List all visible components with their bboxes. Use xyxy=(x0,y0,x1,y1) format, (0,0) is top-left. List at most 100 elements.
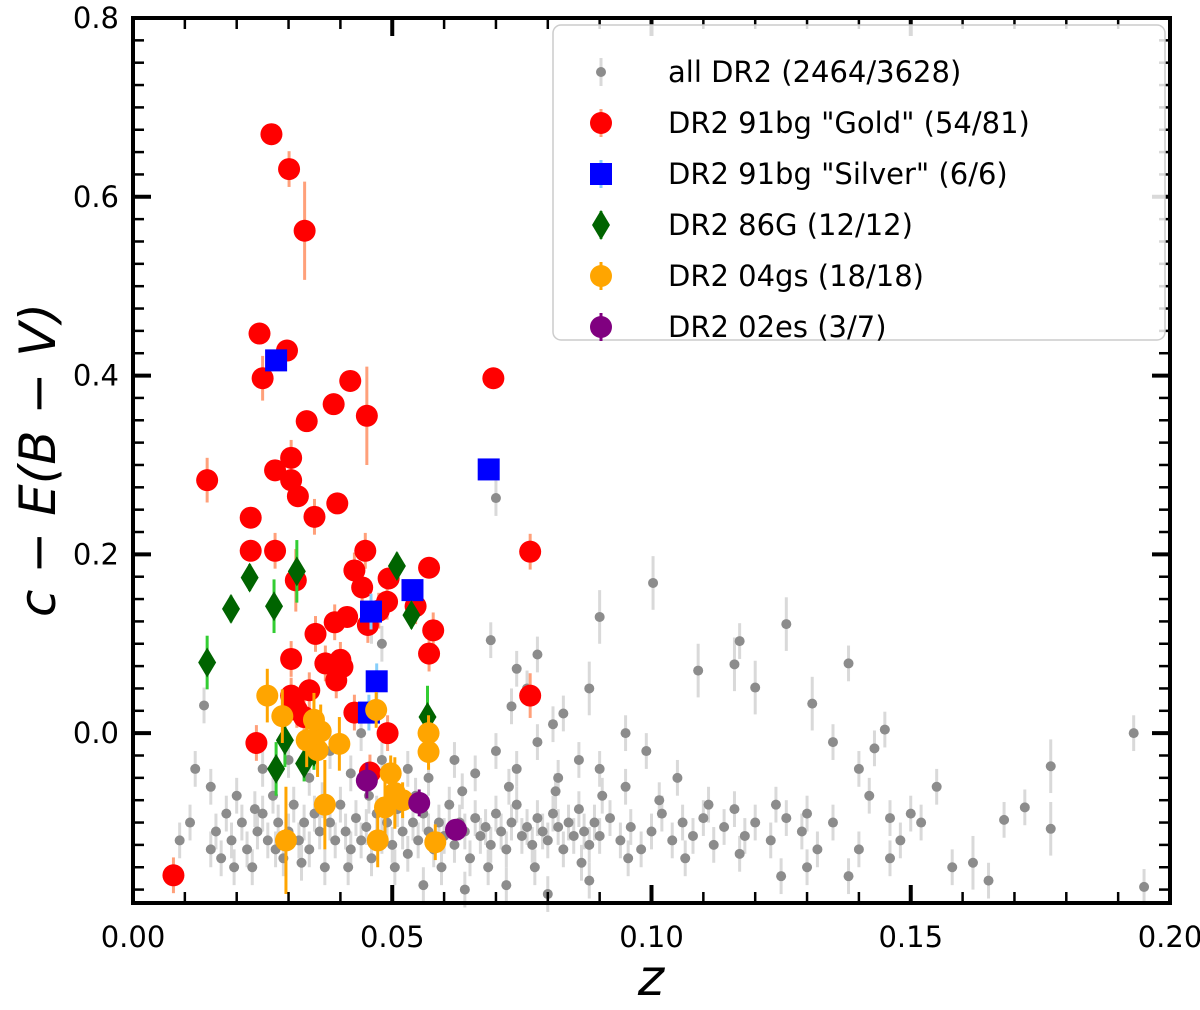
data-point xyxy=(931,781,942,792)
data-point xyxy=(584,875,595,886)
data-point xyxy=(654,795,665,806)
data-point xyxy=(376,638,387,649)
data-point xyxy=(770,799,781,810)
data-point xyxy=(589,817,600,828)
data-point xyxy=(693,665,704,676)
data-point xyxy=(511,763,522,774)
data-point xyxy=(1128,728,1139,739)
series-4 xyxy=(256,668,447,895)
data-point xyxy=(274,829,297,852)
data-point xyxy=(229,862,240,873)
data-point xyxy=(265,349,288,372)
data-point xyxy=(485,635,496,646)
data-point xyxy=(465,853,476,864)
legend-label: DR2 04gs (18/18) xyxy=(668,259,924,293)
data-point xyxy=(299,817,310,828)
legend-label: DR2 91bg "Gold" (54/81) xyxy=(668,106,1030,140)
data-point xyxy=(247,862,258,873)
data-point xyxy=(275,725,294,756)
data-point xyxy=(687,830,698,841)
data-point xyxy=(558,844,569,855)
data-point xyxy=(719,822,730,833)
data-point xyxy=(511,663,522,674)
data-point xyxy=(355,404,378,427)
data-point xyxy=(1045,761,1056,772)
data-point xyxy=(519,540,542,563)
data-point xyxy=(387,839,398,850)
data-point xyxy=(257,808,268,819)
data-point xyxy=(734,848,745,859)
data-point xyxy=(336,605,359,628)
legend-label: DR2 91bg "Silver" (6/6) xyxy=(668,157,1008,191)
data-point xyxy=(407,817,418,828)
data-point xyxy=(185,817,196,828)
data-point xyxy=(326,492,349,515)
data-point xyxy=(366,853,377,864)
data-point xyxy=(278,158,301,181)
data-point xyxy=(648,577,659,588)
data-point xyxy=(267,753,286,784)
data-point xyxy=(210,826,221,837)
data-point xyxy=(483,862,494,873)
data-point xyxy=(387,550,406,581)
data-point xyxy=(532,813,543,824)
data-point xyxy=(423,772,434,783)
data-point xyxy=(827,817,838,828)
data-point xyxy=(280,647,303,670)
data-point xyxy=(739,830,750,841)
data-point xyxy=(999,814,1010,825)
data-point xyxy=(304,772,315,783)
data-point xyxy=(459,884,470,895)
data-point xyxy=(265,591,284,622)
data-point xyxy=(319,862,330,873)
data-point xyxy=(304,844,315,855)
data-point xyxy=(708,839,719,850)
data-point xyxy=(625,822,636,833)
data-point xyxy=(351,576,374,599)
data-point xyxy=(529,862,540,873)
data-point xyxy=(424,831,447,854)
axes: 0.00 0.05 0.10 0.15 0.20 0.0 0.2 0.4 0.6 0.8 xyxy=(73,1,1200,954)
data-point xyxy=(594,763,605,774)
data-point xyxy=(729,804,740,815)
data-point xyxy=(295,729,318,752)
data-point xyxy=(322,393,345,416)
data-point xyxy=(579,826,590,837)
data-point xyxy=(402,600,421,631)
data-point xyxy=(365,698,388,721)
data-point xyxy=(646,826,657,837)
data-point xyxy=(532,737,543,748)
data-point xyxy=(750,682,761,693)
data-point xyxy=(620,728,631,739)
data-point xyxy=(295,410,318,433)
data-point xyxy=(236,817,247,828)
data-point xyxy=(328,732,351,755)
data-point xyxy=(287,556,306,587)
data-point xyxy=(417,722,440,745)
data-point xyxy=(402,763,413,774)
data-point xyxy=(231,790,242,801)
data-point xyxy=(298,679,321,702)
data-point xyxy=(584,839,595,850)
data-point xyxy=(221,593,240,624)
data-point xyxy=(262,835,273,846)
data-point xyxy=(506,817,517,828)
data-point xyxy=(216,853,227,864)
data-point xyxy=(356,728,367,739)
x-tick-label: 0.10 xyxy=(619,920,684,954)
legend-item: DR2 04gs (18/18) xyxy=(590,259,924,293)
data-point xyxy=(485,839,496,850)
legend-item: DR2 91bg "Gold" (54/81) xyxy=(590,106,1030,140)
data-point xyxy=(264,539,287,562)
data-point xyxy=(376,722,399,745)
data-point xyxy=(568,830,579,841)
data-point xyxy=(339,369,362,392)
data-point xyxy=(501,844,512,855)
data-point xyxy=(853,763,864,774)
y-tick-label: 0.4 xyxy=(73,359,119,393)
data-point xyxy=(198,647,217,678)
data-point xyxy=(547,808,558,819)
data-point xyxy=(1045,823,1056,834)
data-point xyxy=(190,763,201,774)
